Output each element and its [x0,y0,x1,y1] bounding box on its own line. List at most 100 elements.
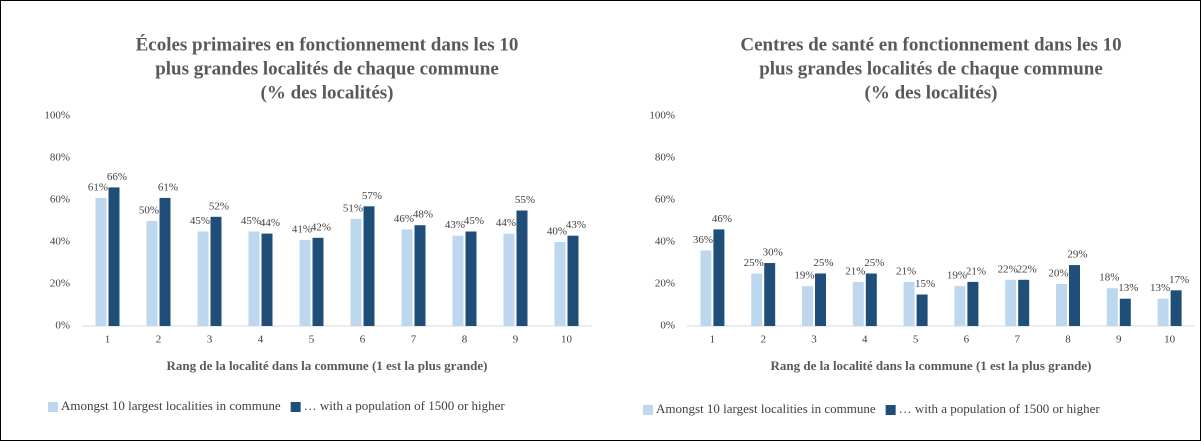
value-label: 22% [998,263,1018,275]
value-label: 13% [1150,282,1170,294]
legend-swatch [885,405,896,415]
bar [567,235,579,326]
chart-title: Centres de santé en fonctionnement dans … [740,34,1121,55]
bar [1056,284,1067,326]
bar [197,231,209,326]
value-label: 48% [413,209,433,221]
value-label: 30% [763,247,783,259]
x-tick-label: 1 [710,334,716,346]
bar [1069,265,1080,326]
value-label: 51% [343,202,363,214]
value-label: 19% [947,270,967,282]
x-tick-label: 6 [964,334,970,346]
bar [503,233,515,326]
legend-label: … with a population of 1500 or higher [899,401,1101,416]
x-tick-label: 3 [811,334,817,346]
value-label: 52% [209,200,229,212]
y-tick-label: 40% [50,236,70,248]
value-label: 45% [464,215,484,227]
value-label: 17% [1169,274,1189,286]
bar [865,273,877,326]
x-tick-label: 6 [360,334,366,346]
value-label: 45% [241,215,261,227]
x-tick-label: 10 [561,334,573,346]
value-label: 21% [896,265,916,277]
bar [350,218,362,326]
legend-swatch [48,402,58,412]
chart-title: plus grandes localités de chaque commune [155,58,499,79]
value-label: 15% [915,278,935,290]
bar [261,233,273,326]
legend-swatch [290,402,301,412]
bar [815,273,826,326]
value-label: 55% [515,194,535,206]
x-tick-label: 8 [462,334,468,346]
bar [516,210,528,326]
y-tick-label: 60% [50,194,70,206]
bar [146,221,158,326]
x-tick-label: 2 [760,334,766,346]
y-tick-label: 20% [50,278,70,290]
x-tick-label: 5 [913,334,919,346]
bar [802,286,813,326]
bar [299,239,311,326]
bar [363,206,375,326]
legend-label: Amongst 10 largest localities in commune [61,398,281,413]
bar [248,231,260,326]
chart-title: plus grandes localités de chaque commune [759,58,1103,79]
x-tick-label: 5 [309,334,315,346]
value-label: 43% [445,219,465,231]
bar [967,281,979,326]
value-label: 20% [1048,268,1068,280]
value-label: 18% [1099,272,1119,284]
y-tick-label: 80% [655,152,675,164]
value-label: 43% [566,219,586,231]
value-label: 36% [693,234,713,246]
bar [210,216,222,326]
y-tick-label: 0% [660,320,675,332]
bar [1005,279,1017,326]
bar [465,231,477,326]
x-tick-label: 10 [1164,334,1176,346]
x-tick-label: 9 [1116,334,1122,346]
bar [751,273,763,326]
bar [1018,279,1030,326]
y-tick-label: 60% [655,194,675,206]
value-label: 40% [547,226,567,238]
bar [414,225,426,326]
value-label: 45% [190,215,210,227]
bar [764,263,776,326]
chart-title: Écoles primaires en fonctionnement dans … [136,33,519,55]
x-tick-label: 3 [207,334,213,346]
legend-label: … with a population of 1500 or higher [304,398,506,413]
bar [700,250,712,326]
bar [1157,298,1169,326]
value-label: 44% [496,217,516,229]
value-label: 50% [139,205,159,217]
value-label: 46% [712,213,732,225]
value-label: 46% [394,213,414,225]
bar [159,197,171,326]
value-label: 25% [744,257,764,269]
value-label: 61% [158,181,178,193]
chart-title: (% des localités) [865,82,998,103]
x-tick-label: 7 [411,334,417,346]
x-tick-label: 8 [1065,334,1071,346]
value-label: 42% [311,221,331,233]
bar [1170,290,1182,326]
x-tick-label: 4 [862,334,868,346]
bar [452,235,464,326]
bar [954,286,966,326]
y-tick-label: 20% [655,278,675,290]
value-label: 66% [107,171,127,183]
x-tick-label: 2 [156,334,162,346]
x-axis-label: Rang de la localité dans la commune (1 e… [770,358,1091,373]
y-tick-label: 100% [649,110,675,122]
y-tick-label: 100% [44,110,70,122]
bar [916,294,928,326]
x-tick-label: 9 [513,334,519,346]
bar [1106,288,1118,326]
x-axis-label: Rang de la localité dans la commune (1 e… [166,358,487,373]
value-label: 61% [88,181,108,193]
